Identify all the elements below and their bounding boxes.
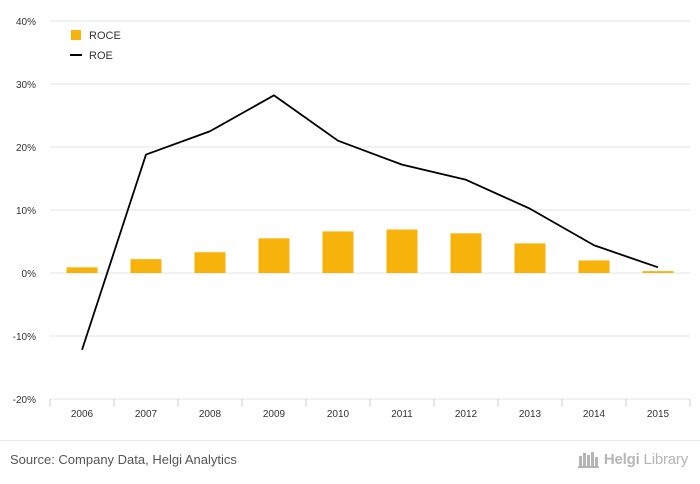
legend-roce-label: ROCE (89, 30, 121, 42)
roce-bar (131, 259, 162, 273)
y-tick-label: 0% (22, 269, 37, 280)
x-tick-label: 2011 (391, 409, 413, 420)
roce-bar (643, 271, 674, 273)
x-tick-label: 2013 (519, 409, 542, 420)
legend-roe-label: ROE (89, 50, 113, 62)
roce-bar (67, 267, 98, 273)
x-tick-label: 2010 (327, 409, 350, 420)
chart: -20% -10% 0% 10% 20% 30% 40% 2006 2007 2008 2009 20… (0, 0, 700, 440)
x-tick-label: 2006 (71, 409, 94, 420)
legend-roce-swatch (71, 30, 81, 40)
library-icon (578, 450, 600, 468)
y-tick-label: -10% (13, 332, 36, 343)
footer: Source: Company Data, Helgi Analytics He… (0, 440, 700, 484)
y-tick-label: 30% (16, 80, 36, 91)
brand-name-light: Library (644, 451, 688, 468)
y-tick-label: 10% (16, 206, 36, 217)
chart-svg: -20% -10% 0% 10% 20% 30% 40% 2006 2007 2008 2009 20… (0, 0, 700, 440)
source-note: Source: Company Data, Helgi Analytics (10, 452, 237, 467)
x-tick-label: 2015 (647, 409, 670, 420)
roce-bar (451, 233, 482, 273)
x-tick-label: 2007 (135, 409, 158, 420)
roce-bar (515, 243, 546, 273)
roce-bar (387, 230, 418, 273)
x-tick-label: 2008 (199, 409, 222, 420)
roce-bar (579, 260, 610, 273)
roce-bar (195, 252, 226, 273)
brand-name-bold: Helgi (604, 451, 640, 468)
y-tick-label: 20% (16, 143, 36, 154)
y-tick-label: -20% (13, 395, 36, 406)
x-tick-label: 2009 (263, 409, 286, 420)
x-tick-label: 2012 (455, 409, 478, 420)
roce-bar (259, 238, 290, 273)
y-tick-label: 40% (16, 17, 36, 28)
roce-bar (323, 231, 354, 273)
roe-line (82, 95, 658, 350)
x-tick-label: 2014 (583, 409, 606, 420)
